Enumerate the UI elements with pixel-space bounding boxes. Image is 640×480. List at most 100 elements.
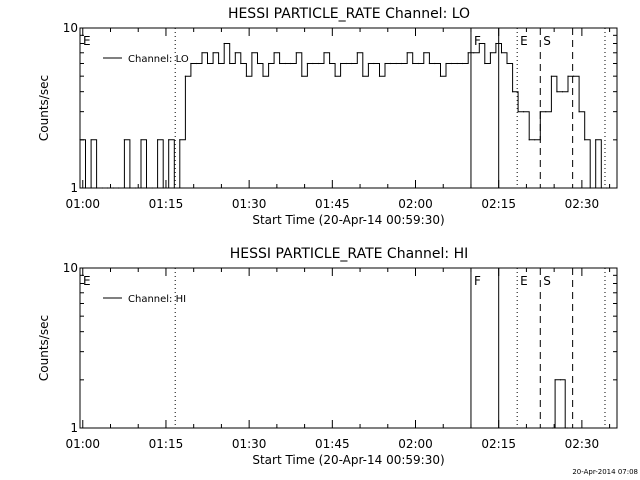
hi-x-tick-label: 02:30 (565, 437, 600, 451)
lo-data-point (101, 187, 103, 189)
lo-data-point (406, 52, 408, 54)
lo-marker-label: S (543, 34, 551, 48)
lo-legend-entry: Channel: LO (128, 54, 189, 65)
lo-data-point (112, 187, 114, 189)
lo-legend: Channel: LO (103, 54, 189, 65)
hi-x-tick-label: 01:15 (149, 437, 184, 451)
hi-marker-label: E (83, 274, 91, 288)
hi-x-tick-label: 02:00 (398, 437, 433, 451)
lo-data-point (556, 91, 558, 93)
lo-data-point (256, 62, 259, 65)
lo-y-tick-label: 10 (63, 21, 78, 35)
lo-series-line (80, 43, 613, 189)
hi-marker-label: E (520, 274, 528, 288)
hi-data-point (564, 427, 566, 429)
hi-marker-label: S (543, 274, 551, 288)
generation-timestamp: 20-Apr-2014 07:08 (572, 468, 638, 476)
lo-data-point (561, 91, 564, 93)
lo-x-tick-label: 02:30 (565, 197, 600, 211)
lo-data-point (79, 139, 81, 141)
lo-data-point (434, 62, 436, 65)
lo-data-point (445, 62, 447, 65)
hi-data-point (560, 379, 562, 381)
lo-data-point (378, 75, 381, 77)
lo-data-point (234, 52, 236, 54)
lo-data-point (301, 75, 303, 77)
lo-data-point (273, 52, 275, 54)
lo-data-point (351, 62, 353, 65)
hi-x-tick-label: 01:30 (232, 437, 267, 451)
hi-legend-entry: Channel: HI (128, 294, 186, 305)
lo-data-point (573, 75, 575, 77)
lo-marker-label: F (474, 34, 481, 48)
lo-x-tick-label: 02:15 (481, 197, 516, 211)
lo-data-point (356, 52, 358, 54)
lo-data-point (223, 42, 225, 45)
lo-data-point (428, 62, 430, 65)
lo-data-point (323, 52, 325, 54)
hi-data-point (551, 427, 553, 429)
lo-channel-chart: HESSI PARTICLE_RATE Channel: LO 1 10 Count… (37, 6, 618, 227)
lo-data-point (184, 75, 186, 77)
hi-x-tick-label: 02:15 (481, 437, 516, 451)
hi-y-axis-label: Counts/sec (37, 315, 51, 381)
lo-data-point (240, 62, 242, 65)
lo-data-point (511, 91, 514, 93)
lo-x-axis-label: Start Time (20-Apr-14 00:59:30) (252, 213, 444, 227)
lo-data-point (218, 62, 220, 65)
hi-channel-chart: HESSI PARTICLE_RATE Channel: HI 1 10 Count… (37, 246, 618, 467)
lo-data-point (467, 52, 469, 54)
lo-data-point (157, 139, 159, 141)
lo-data-point (606, 187, 608, 189)
lo-data-point (134, 187, 137, 189)
lo-data-point (384, 62, 386, 65)
lo-data-point (595, 139, 597, 141)
lo-data-point (168, 139, 170, 141)
lo-data-point (473, 52, 475, 54)
lo-data-point (173, 187, 175, 189)
lo-data-point (528, 139, 530, 141)
lo-data-point (317, 62, 320, 65)
lo-data-point (478, 42, 480, 45)
lo-data-point (462, 62, 464, 65)
lo-data-point (145, 187, 148, 189)
lo-chart-title: HESSI PARTICLE_RATE Channel: LO (228, 6, 470, 22)
lo-data-point (96, 187, 98, 189)
lo-data-point (206, 62, 209, 65)
lo-data-point (523, 111, 525, 113)
lo-plot-frame (79, 27, 618, 189)
hi-x-axis-label: Start Time (20-Apr-14 00:59:30) (252, 453, 444, 467)
lo-data-point (284, 62, 286, 65)
hi-data-point (554, 379, 556, 381)
lo-data-point (567, 75, 569, 77)
hi-marker-label: F (474, 274, 481, 288)
lo-data-point (456, 62, 458, 65)
lo-data-point (395, 62, 397, 65)
lo-data-point (251, 52, 253, 54)
hi-y-tick-label: 1 (70, 421, 78, 435)
hi-x-tick-label: 01:45 (315, 437, 350, 451)
lo-data-point (439, 75, 442, 77)
lo-data-point (123, 139, 125, 141)
lo-data-point (179, 139, 181, 141)
lo-data-point (506, 62, 508, 65)
lo-data-point (295, 52, 297, 54)
lo-data-point (329, 62, 331, 65)
lo-data-point (451, 62, 453, 65)
lo-data-point (495, 42, 497, 45)
lo-data-point (390, 62, 392, 65)
lo-y-axis-label: Counts/sec (37, 75, 51, 141)
lo-data-point (212, 52, 214, 54)
lo-data-point (578, 111, 580, 113)
lo-data-point (262, 75, 264, 77)
lo-data-point (500, 52, 503, 54)
lo-data-point (190, 62, 192, 65)
lo-data-point (517, 111, 519, 113)
lo-data-point (584, 139, 586, 141)
lo-data-point (151, 187, 153, 189)
hi-plot-frame (79, 267, 618, 429)
lo-data-point (545, 111, 547, 113)
lo-data-point (118, 187, 120, 189)
lo-data-point (162, 187, 164, 189)
lo-data-point (600, 187, 602, 189)
